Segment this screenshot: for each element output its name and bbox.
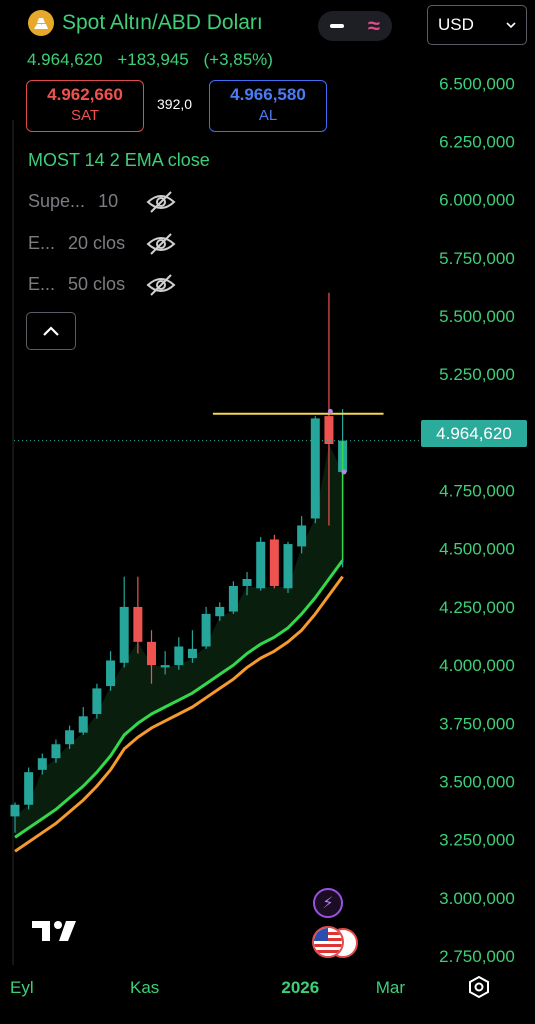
y-tick-label: 6.000,000 [439,191,515,210]
buy-label: AL [258,107,278,124]
y-tick-label: 3.250,000 [439,831,515,850]
candle-body [160,665,170,668]
y-tick-label: 6.250,000 [439,132,515,151]
indicator-name: E... [28,233,56,253]
sell-price: 4.962,660 [47,85,123,104]
y-tick-label: 3.750,000 [439,714,515,733]
spread-value: 392,0 [157,96,193,112]
candle-body [201,613,211,647]
y-tick-label: 3.500,000 [439,772,515,791]
lightning-event-icon[interactable]: ⚡ [313,888,343,918]
candle-body [187,648,197,659]
sell-button[interactable]: 4.962,660 SAT [26,80,144,132]
indicator-param: 10 [98,191,119,211]
candle-body [24,772,34,805]
buy-button[interactable]: 4.966,580 AL [209,80,327,132]
indicator-ema-20[interactable]: E... 20 clos [28,233,125,254]
us-flag-event-icon[interactable] [312,926,344,958]
currency-value: USD [438,15,474,34]
minus-icon[interactable] [329,24,344,28]
indicator-name: Supe... [28,191,86,211]
y-tick-label: 6.500,000 [439,74,515,93]
price-summary: 4.964,620 +183,945 (+3,85%) [27,50,283,70]
eye-hidden-icon[interactable] [146,189,176,215]
y-tick-label: 4.000,000 [439,656,515,675]
indicator-param: 50 clos [68,274,126,294]
candle-body [174,646,184,666]
symbol-title: Spot Altın/ABD Doları [62,11,263,34]
y-tick-label: 3.000,000 [439,889,515,908]
settings-hexagon-icon[interactable] [467,975,491,999]
symbol-header[interactable]: Spot Altın/ABD Doları [28,10,263,36]
candle-body [283,544,293,589]
y-tick-label: 5.500,000 [439,307,515,326]
candle-body [78,716,88,733]
indicator-most[interactable]: MOST 14 2 EMA close [28,150,210,170]
indicator-supertrend[interactable]: Supe... 10 [28,191,118,212]
price-change-pct: (+3,85%) [203,50,273,69]
candle-body [106,660,116,687]
y-tick-label: 5.250,000 [439,365,515,384]
price-change: +183,945 [117,50,189,69]
x-tick-label: 2026 [281,978,319,997]
current-price-label: 4.964,620 [421,420,527,447]
candle-body [37,758,47,770]
candle-body [256,541,266,589]
chevron-up-icon [43,326,59,336]
candle-body [269,539,279,586]
candle-body [10,804,20,817]
wave-icon[interactable]: ≈ [367,13,380,38]
most-line [14,559,344,839]
candle-body [324,416,334,445]
marker-dot [327,408,333,414]
eye-hidden-icon[interactable] [146,231,176,257]
buy-price: 4.966,580 [230,85,306,104]
candle-body [133,606,143,642]
eye-hidden-icon[interactable] [146,272,176,298]
x-tick-label: Mar [376,978,406,997]
currency-select[interactable]: USD [427,5,527,45]
y-tick-label: 4.250,000 [439,598,515,617]
last-price: 4.964,620 [27,50,103,69]
candle-body [147,641,156,666]
y-tick-label: 4.750,000 [439,482,515,501]
indicator-param: 20 clos [68,233,126,253]
chart-mode-toggle[interactable]: ≈ [318,11,392,41]
sell-label: SAT [70,107,100,124]
candle-body [215,606,225,617]
candle-body [297,525,307,547]
candle-body [51,744,61,759]
candle-body [228,585,238,612]
y-tick-label: 5.750,000 [439,249,515,268]
candle-body [119,606,129,663]
collapse-legend-button[interactable] [26,312,76,350]
candle-body [65,730,75,745]
y-tick-label: 2.750,000 [439,947,515,966]
x-tick-label: Eyl [10,978,34,997]
tradingview-logo[interactable] [30,915,82,943]
ema-line [14,575,344,853]
chevron-down-icon [506,22,516,29]
candle-body [310,418,320,519]
y-tick-label: 4.500,000 [439,540,515,559]
most-fill-area [15,444,343,838]
indicator-ema-50[interactable]: E... 50 clos [28,274,125,295]
candle-body [242,579,252,586]
x-tick-label: Kas [130,978,159,997]
indicator-name: E... [28,274,56,294]
candle-body [92,688,102,714]
marker-dot [341,469,347,475]
gold-bars-icon [28,10,54,36]
